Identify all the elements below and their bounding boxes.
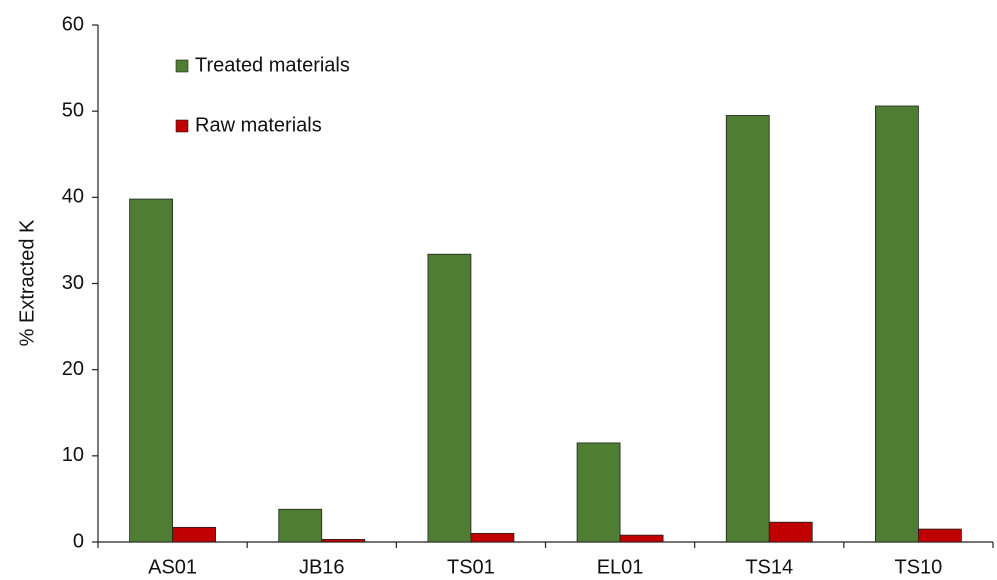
- bar: [619, 534, 664, 543]
- bar: [278, 508, 323, 543]
- y-tick-label: 10: [62, 444, 84, 466]
- y-tick-label: 60: [62, 13, 84, 35]
- y-tick-label: 50: [62, 99, 84, 121]
- bar: [875, 105, 919, 543]
- y-tick-label: 0: [73, 530, 84, 552]
- x-tick-label: TS10: [895, 556, 943, 578]
- y-tick-label: 20: [62, 358, 84, 380]
- bar: [427, 253, 472, 543]
- bar: [768, 521, 813, 543]
- y-tick-label: 30: [62, 272, 84, 294]
- bar: [470, 532, 515, 543]
- y-axis-title: % Extracted K: [16, 219, 38, 346]
- bar: [172, 526, 216, 543]
- legend-label: Raw materials: [195, 114, 322, 136]
- bar: [129, 198, 173, 543]
- bar: [918, 528, 962, 543]
- x-tick-label: TS14: [745, 556, 793, 578]
- bar: [321, 539, 366, 543]
- legend-marker: [175, 59, 189, 73]
- bar: [725, 115, 770, 543]
- y-tick-label: 40: [62, 186, 84, 208]
- x-tick-label: TS01: [447, 556, 495, 578]
- x-tick-label: AS01: [148, 556, 197, 578]
- x-tick-label: JB16: [299, 556, 345, 578]
- x-tick-label: EL01: [597, 556, 644, 578]
- legend-label: Treated materials: [195, 54, 350, 76]
- legend-marker: [175, 119, 189, 133]
- bar: [576, 442, 621, 543]
